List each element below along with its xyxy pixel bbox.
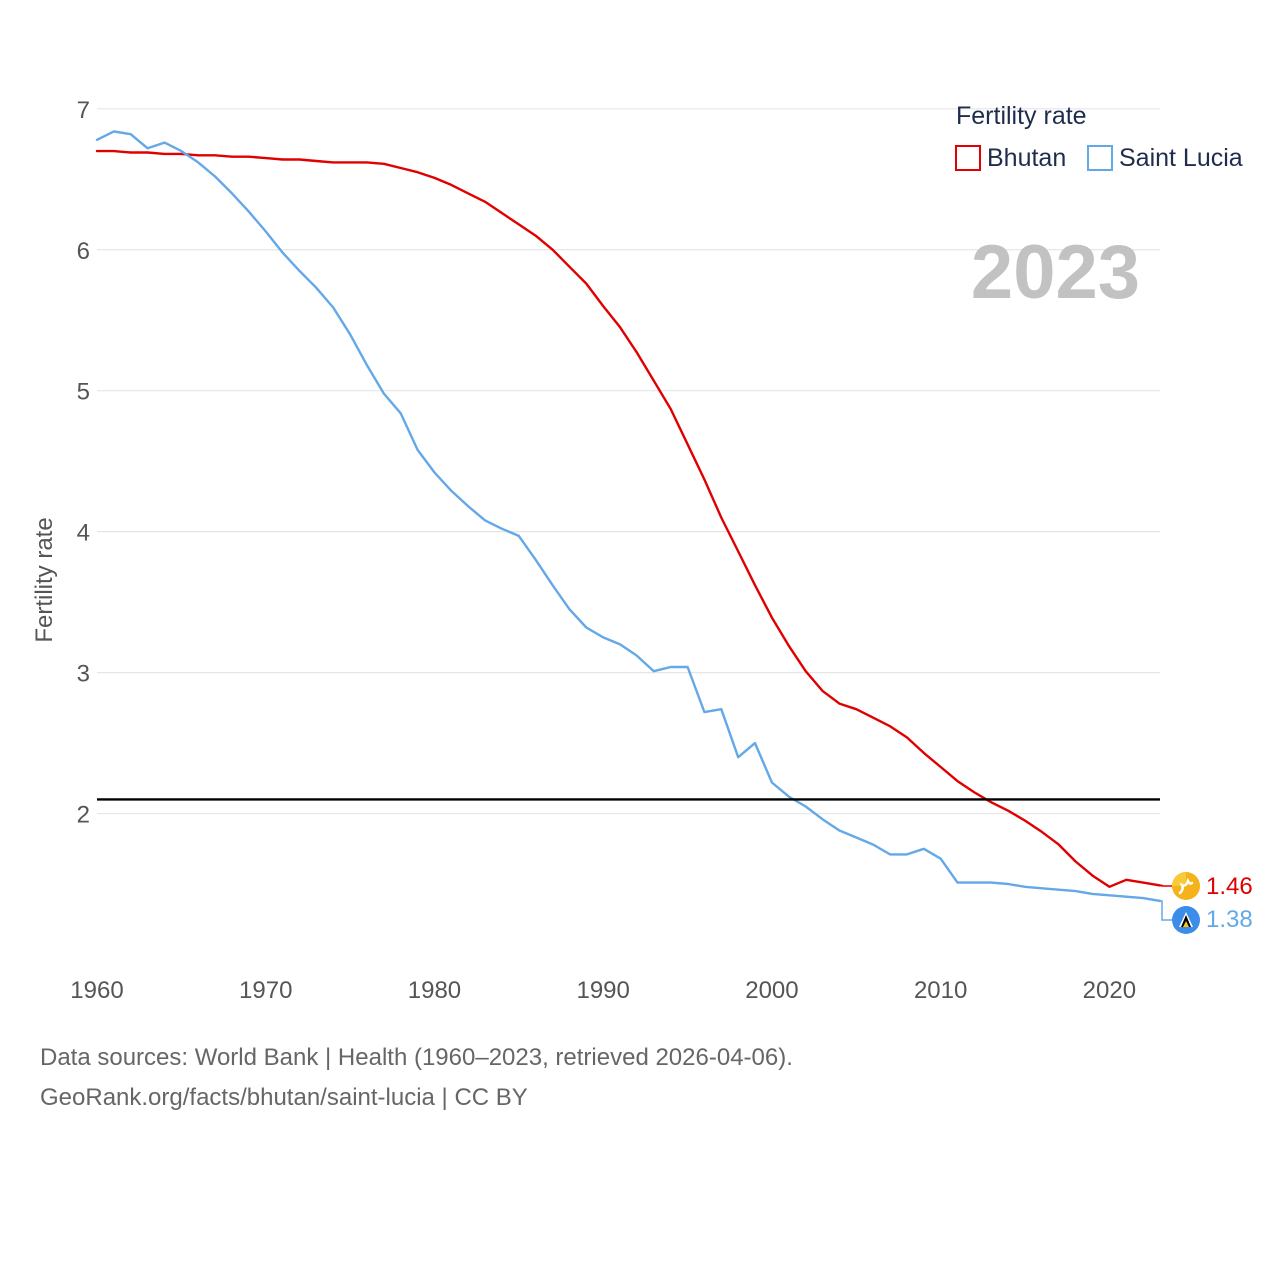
bhutan-leader-line: [1160, 884, 1172, 887]
y-tick-label-3: 3: [77, 661, 90, 688]
footer-attribution: GeoRank.org/facts/bhutan/saint-lucia | C…: [40, 1084, 528, 1111]
series-line-bhutan: [95, 149, 1162, 888]
legend-label-bhutan: Bhutan: [987, 144, 1066, 172]
bhutan-flag-icon: [1172, 872, 1200, 900]
y-tick-label-5: 5: [77, 379, 90, 406]
y-axis-title: Fertility rate: [31, 517, 58, 642]
legend-swatch-saint-lucia: [1087, 145, 1113, 171]
series-line-saint-lucia: [95, 130, 1162, 903]
y-tick-label-7: 7: [77, 97, 90, 124]
legend: Fertility rate Bhutan Saint Lucia: [955, 102, 1243, 172]
bhutan-end-value: 1.46: [1206, 873, 1253, 900]
gridlines: [97, 108, 1160, 815]
series-lines: [95, 130, 1162, 903]
x-tick-label-1970: 1970: [239, 977, 292, 1004]
x-axis-ticks: 1960 1970 1980 1990 2000 2010 2020: [70, 977, 1136, 1004]
footer-sources: Data sources: World Bank | Health (1960–…: [40, 1044, 793, 1071]
x-tick-label-1980: 1980: [408, 977, 461, 1004]
y-axis-ticks: 2 3 4 5 6 7: [77, 97, 90, 829]
x-tick-label-1960: 1960: [70, 977, 123, 1004]
legend-label-saint-lucia: Saint Lucia: [1119, 144, 1243, 172]
legend-swatch-bhutan: [955, 145, 981, 171]
y-tick-label-6: 6: [77, 238, 90, 265]
saint-lucia-end-value: 1.38: [1206, 906, 1253, 933]
saint-lucia-leader-line: [1160, 900, 1172, 921]
x-tick-label-2020: 2020: [1083, 977, 1136, 1004]
y-tick-label-2: 2: [77, 802, 90, 829]
y-tick-label-4: 4: [77, 520, 90, 547]
year-label: 2023: [971, 230, 1140, 315]
x-tick-label-2010: 2010: [914, 977, 967, 1004]
legend-title: Fertility rate: [956, 102, 1087, 130]
saint-lucia-flag-icon: [1172, 906, 1200, 934]
x-tick-label-2000: 2000: [745, 977, 798, 1004]
end-markers: 1.46 1.38: [1160, 872, 1253, 934]
x-tick-label-1990: 1990: [576, 977, 629, 1004]
